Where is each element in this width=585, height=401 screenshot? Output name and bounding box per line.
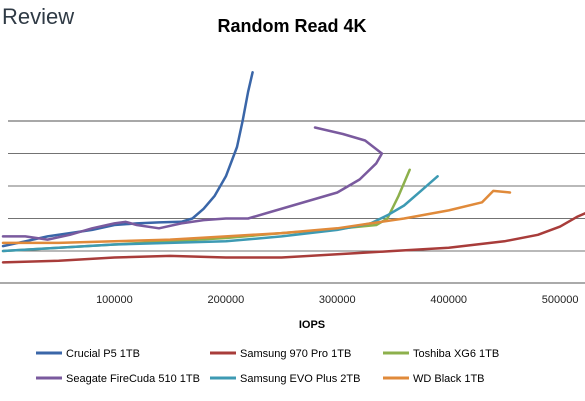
series-line-2 bbox=[1, 211, 585, 264]
legend: Crucial P5 1TB Samsung 970 Pro 1TB Toshiba… bbox=[36, 348, 499, 385]
series-line-6 bbox=[1, 189, 512, 245]
x-tick-label: 500000 bbox=[542, 294, 579, 306]
x-tick-label: 100000 bbox=[96, 294, 133, 306]
legend-label: Toshiba XG6 1TB bbox=[413, 348, 499, 360]
x-tick-label: 400000 bbox=[430, 294, 467, 306]
legend-label: Samsung EVO Plus 2TB bbox=[240, 373, 360, 385]
brand-logo-text: Review bbox=[2, 4, 74, 29]
legend-label: Seagate FireCuda 510 1TB bbox=[66, 373, 200, 385]
x-tick-label: 300000 bbox=[319, 294, 356, 306]
gridlines bbox=[0, 120, 585, 284]
series-line-5 bbox=[1, 175, 439, 253]
x-tick-label: 200000 bbox=[207, 294, 244, 306]
legend-label: Crucial P5 1TB bbox=[66, 348, 140, 360]
series-line-1 bbox=[1, 71, 254, 248]
series-line-4 bbox=[1, 126, 384, 241]
legend-label: WD Black 1TB bbox=[413, 373, 485, 385]
x-axis-title: IOPS bbox=[299, 319, 325, 331]
legend-label: Samsung 970 Pro 1TB bbox=[240, 348, 351, 360]
series-lines bbox=[1, 71, 585, 264]
chart-title: Random Read 4K bbox=[217, 16, 366, 36]
series-line-3 bbox=[1, 168, 411, 253]
x-tick-labels: 100000 200000 300000 400000 500000 bbox=[96, 294, 578, 306]
